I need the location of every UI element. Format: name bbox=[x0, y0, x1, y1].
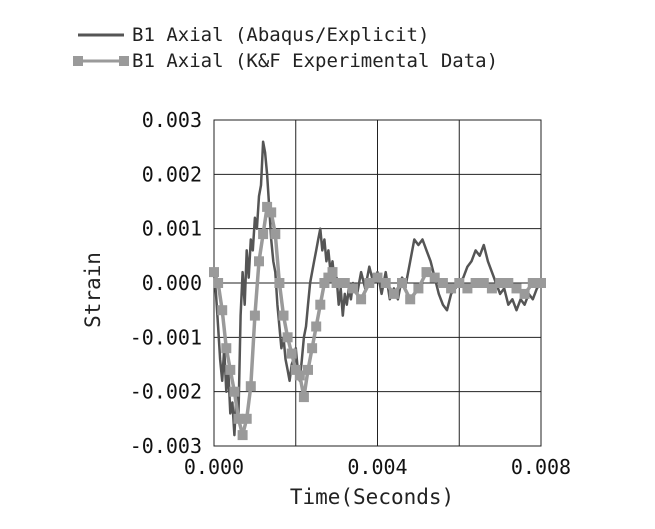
data-point-1-32 bbox=[348, 283, 358, 294]
data-point-1-9 bbox=[245, 381, 256, 392]
grid bbox=[214, 120, 541, 446]
data-point-1-19 bbox=[286, 348, 297, 359]
data-point-1-11 bbox=[254, 256, 264, 267]
legend-label-experimental: B1 Axial (K&F Experimental Data) bbox=[132, 50, 498, 72]
data-point-1-23 bbox=[303, 364, 313, 375]
data-point-1-27 bbox=[319, 278, 330, 288]
data-point-1-50 bbox=[495, 278, 506, 288]
data-point-1-43 bbox=[437, 278, 448, 288]
y-tick-label-5: -0.002 bbox=[130, 380, 202, 404]
data-point-1-1 bbox=[213, 278, 224, 288]
data-point-1-18 bbox=[282, 332, 293, 343]
data-point-1-34 bbox=[364, 278, 375, 288]
data-point-1-36 bbox=[380, 278, 391, 288]
x-tick-labels: 0.000 0.004 0.008 bbox=[184, 455, 571, 479]
data-point-1-44 bbox=[446, 283, 457, 294]
data-point-1-51 bbox=[503, 278, 514, 288]
y-tick-label-6: -0.003 bbox=[130, 434, 202, 458]
data-point-1-22 bbox=[298, 392, 309, 403]
data-point-1-33 bbox=[356, 294, 367, 305]
y-tick-label-4: -0.001 bbox=[130, 325, 202, 349]
data-point-1-3 bbox=[221, 343, 232, 354]
data-point-1-20 bbox=[290, 364, 301, 375]
y-tick-label-0: 0.003 bbox=[142, 108, 202, 132]
data-point-1-29 bbox=[327, 267, 338, 278]
data-point-1-14 bbox=[266, 207, 277, 218]
data-point-1-2 bbox=[217, 305, 228, 316]
data-point-1-42 bbox=[429, 272, 440, 283]
y-tick-label-3: 0.000 bbox=[142, 271, 202, 295]
data-point-1-13 bbox=[262, 201, 273, 212]
x-tick-label-2: 0.004 bbox=[347, 455, 407, 479]
data-point-1-46 bbox=[462, 283, 473, 294]
series-layer bbox=[209, 140, 546, 441]
legend: B1 Axial (Abaqus/Explicit) B1 Axial (K&F… bbox=[73, 24, 498, 72]
data-point-1-17 bbox=[278, 310, 289, 321]
data-point-1-21 bbox=[294, 370, 305, 381]
legend-label-abaqus: B1 Axial (Abaqus/Explicit) bbox=[132, 24, 429, 46]
legend-marker-experimental-right bbox=[119, 56, 129, 66]
data-point-1-35 bbox=[372, 272, 383, 283]
data-point-1-39 bbox=[405, 294, 416, 305]
data-point-1-49 bbox=[486, 283, 497, 294]
data-point-1-41 bbox=[421, 267, 432, 278]
data-point-1-10 bbox=[249, 310, 260, 321]
data-point-1-25 bbox=[311, 321, 322, 332]
data-point-1-47 bbox=[470, 278, 481, 288]
data-point-1-55 bbox=[536, 278, 546, 288]
data-point-1-53 bbox=[519, 288, 530, 299]
data-point-1-24 bbox=[307, 343, 318, 354]
data-point-1-40 bbox=[413, 283, 424, 294]
data-point-1-30 bbox=[331, 278, 342, 288]
data-point-1-37 bbox=[388, 288, 399, 299]
data-point-1-15 bbox=[270, 229, 281, 240]
data-point-1-26 bbox=[315, 299, 326, 310]
y-tick-label-1: 0.002 bbox=[142, 162, 202, 186]
data-point-1-45 bbox=[454, 278, 465, 288]
y-axis-label: Strain bbox=[81, 252, 105, 328]
x-tick-label-4: 0.008 bbox=[511, 455, 571, 479]
x-tick-label-0: 0.000 bbox=[184, 455, 244, 479]
data-point-1-12 bbox=[258, 229, 269, 240]
data-point-1-16 bbox=[274, 278, 285, 288]
x-axis-label: Time(Seconds) bbox=[290, 485, 454, 509]
legend-marker-experimental-left bbox=[73, 56, 83, 66]
data-point-1-38 bbox=[397, 278, 407, 288]
data-point-1-48 bbox=[478, 278, 489, 288]
y-tick-labels: 0.003 0.002 0.001 0.000 -0.001 -0.002 -0.003 bbox=[130, 108, 202, 458]
data-point-1-4 bbox=[225, 364, 236, 375]
data-point-1-5 bbox=[229, 386, 240, 397]
data-point-1-8 bbox=[241, 413, 252, 424]
y-tick-label-2: 0.001 bbox=[142, 217, 202, 241]
data-point-1-31 bbox=[339, 278, 350, 288]
data-point-1-7 bbox=[237, 430, 248, 441]
data-point-1-6 bbox=[233, 413, 244, 424]
data-point-1-54 bbox=[527, 278, 538, 288]
data-point-1-52 bbox=[511, 283, 522, 294]
data-point-1-28 bbox=[323, 272, 334, 283]
data-point-1-0 bbox=[209, 267, 219, 278]
